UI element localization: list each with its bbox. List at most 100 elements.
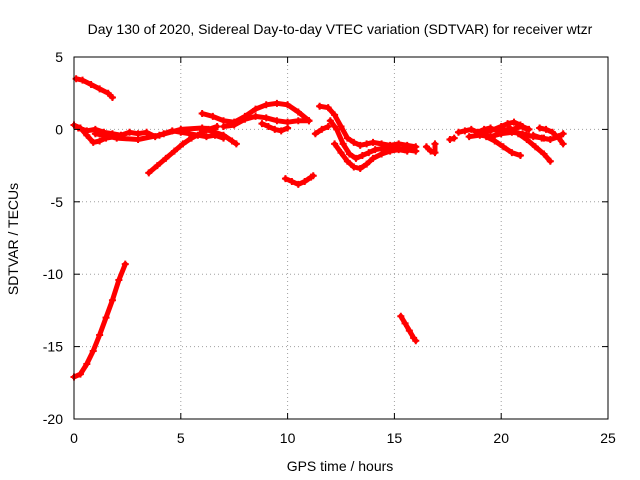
data-point — [346, 150, 354, 158]
data-point — [343, 157, 351, 165]
x-axis-label: GPS time / hours — [287, 458, 394, 474]
data-point — [284, 124, 292, 132]
data-point — [177, 125, 185, 133]
data-point — [427, 147, 435, 155]
data-point — [352, 154, 360, 162]
data-point — [196, 130, 204, 138]
data-point — [76, 370, 84, 378]
y-tick-label: -5 — [51, 194, 64, 210]
data-point — [294, 117, 302, 125]
data-layer — [70, 75, 567, 381]
data-point — [542, 125, 550, 133]
series-short-steep-drop — [397, 312, 420, 345]
data-point — [213, 123, 221, 131]
y-tick-label: -20 — [43, 411, 63, 427]
data-point — [412, 337, 420, 345]
data-point — [540, 150, 548, 158]
data-point — [504, 120, 512, 128]
data-point — [83, 360, 91, 368]
data-point — [337, 149, 345, 157]
data-point — [305, 117, 313, 125]
y-tick-label: 0 — [55, 121, 63, 137]
data-point — [96, 137, 104, 145]
data-point — [363, 160, 371, 168]
data-point — [395, 146, 403, 154]
data-point — [79, 76, 87, 84]
data-point — [380, 144, 388, 152]
data-point — [89, 347, 97, 355]
data-point — [397, 312, 405, 320]
x-tick-label: 0 — [70, 430, 78, 446]
data-point — [405, 327, 413, 335]
data-point — [294, 180, 302, 188]
data-point — [241, 115, 249, 123]
series-late-evening-rise — [536, 124, 567, 148]
data-point — [369, 138, 377, 146]
data-point — [378, 150, 386, 158]
series-midday-dip — [281, 172, 317, 188]
data-point — [264, 123, 272, 131]
plot-border — [73, 56, 609, 420]
data-point — [476, 131, 484, 139]
data-point — [262, 101, 270, 109]
data-point — [288, 178, 296, 186]
data-point — [87, 81, 95, 89]
data-point — [230, 121, 238, 129]
data-point — [324, 123, 332, 131]
data-point — [170, 147, 178, 155]
data-point — [258, 120, 266, 128]
y-tick-label: -10 — [43, 266, 63, 282]
data-point — [202, 125, 210, 133]
series-afternoon-short-segment — [311, 123, 332, 138]
data-point — [467, 125, 475, 133]
data-point — [523, 136, 531, 144]
data-point — [333, 125, 341, 133]
y-tick-label: 5 — [55, 49, 63, 65]
data-point — [187, 134, 195, 142]
data-point — [271, 125, 279, 133]
data-point — [121, 260, 129, 268]
data-point — [331, 111, 339, 119]
data-point — [523, 125, 531, 133]
data-point — [162, 154, 170, 162]
data-point — [104, 89, 112, 97]
data-point — [96, 85, 104, 93]
data-point — [343, 134, 351, 142]
data-point — [546, 136, 554, 144]
data-point — [108, 94, 116, 102]
data-point — [482, 133, 490, 141]
data-point — [198, 109, 206, 117]
data-point — [331, 140, 339, 148]
data-point — [143, 128, 151, 136]
data-point — [211, 128, 219, 136]
data-point — [465, 133, 473, 141]
x-tick-label: 25 — [600, 430, 616, 446]
data-point — [134, 136, 142, 144]
data-point — [155, 131, 163, 139]
data-point — [450, 134, 458, 142]
series-midday-short-segment — [258, 120, 292, 135]
data-point — [461, 127, 469, 135]
data-point — [277, 127, 285, 135]
data-point — [83, 127, 91, 135]
data-point — [185, 130, 193, 138]
data-point — [102, 314, 110, 322]
data-point — [510, 118, 518, 126]
data-point — [514, 130, 522, 138]
data-point — [252, 105, 260, 113]
series-early-high-drop — [72, 75, 116, 102]
data-point — [497, 123, 505, 131]
data-point — [491, 137, 499, 145]
data-point — [252, 112, 260, 120]
data-point — [499, 143, 507, 151]
data-point — [369, 154, 377, 162]
data-point — [284, 101, 292, 109]
data-point — [531, 143, 539, 151]
x-tick-label: 20 — [493, 430, 509, 446]
data-point — [516, 151, 524, 159]
data-point — [559, 130, 567, 138]
axis-layer — [73, 56, 609, 420]
data-point — [497, 130, 505, 138]
data-point — [220, 123, 228, 131]
